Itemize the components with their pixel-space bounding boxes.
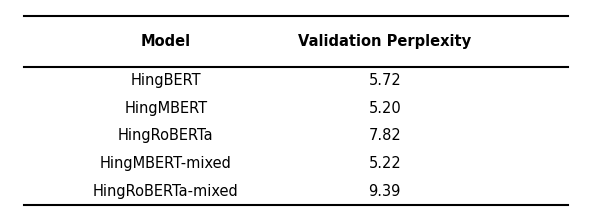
Text: Model: Model [141,34,191,49]
Text: HingRoBERTa: HingRoBERTa [118,129,214,143]
Text: 5.20: 5.20 [368,101,401,116]
Text: HingBERT: HingBERT [130,73,201,88]
Text: Validation Perplexity: Validation Perplexity [298,34,471,49]
Text: HingMBERT: HingMBERT [124,101,207,116]
Text: HingMBERT-mixed: HingMBERT-mixed [100,156,231,171]
Text: HingRoBERTa-mixed: HingRoBERTa-mixed [93,184,239,199]
Text: 9.39: 9.39 [369,184,401,199]
Text: 5.72: 5.72 [368,73,401,88]
Text: 5.22: 5.22 [368,156,401,171]
Text: 7.82: 7.82 [368,129,401,143]
